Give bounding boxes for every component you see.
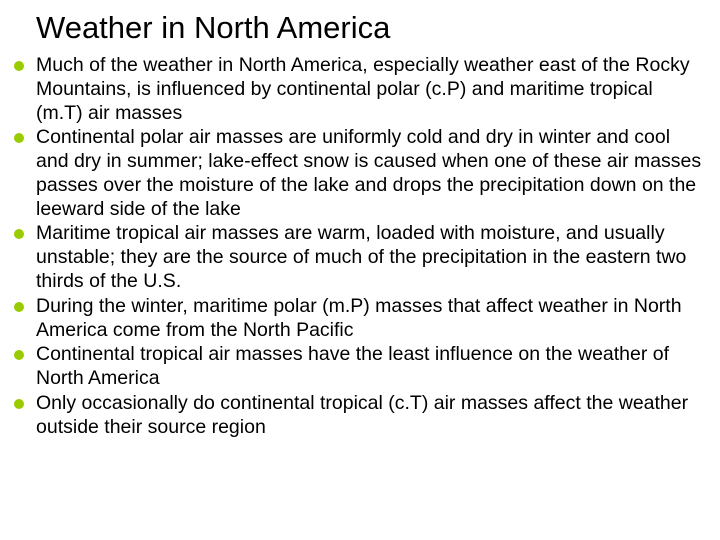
list-item: Maritime tropical air masses are warm, l… — [8, 222, 702, 293]
list-item: Only occasionally do continental tropica… — [8, 392, 702, 440]
list-item: Continental tropical air masses have the… — [8, 343, 702, 391]
list-item: Continental polar air masses are uniform… — [8, 126, 702, 221]
list-item: During the winter, maritime polar (m.P) … — [8, 295, 702, 343]
list-item: Much of the weather in North America, es… — [8, 54, 702, 125]
slide-title: Weather in North America — [36, 10, 702, 46]
bullet-list: Much of the weather in North America, es… — [8, 54, 702, 440]
